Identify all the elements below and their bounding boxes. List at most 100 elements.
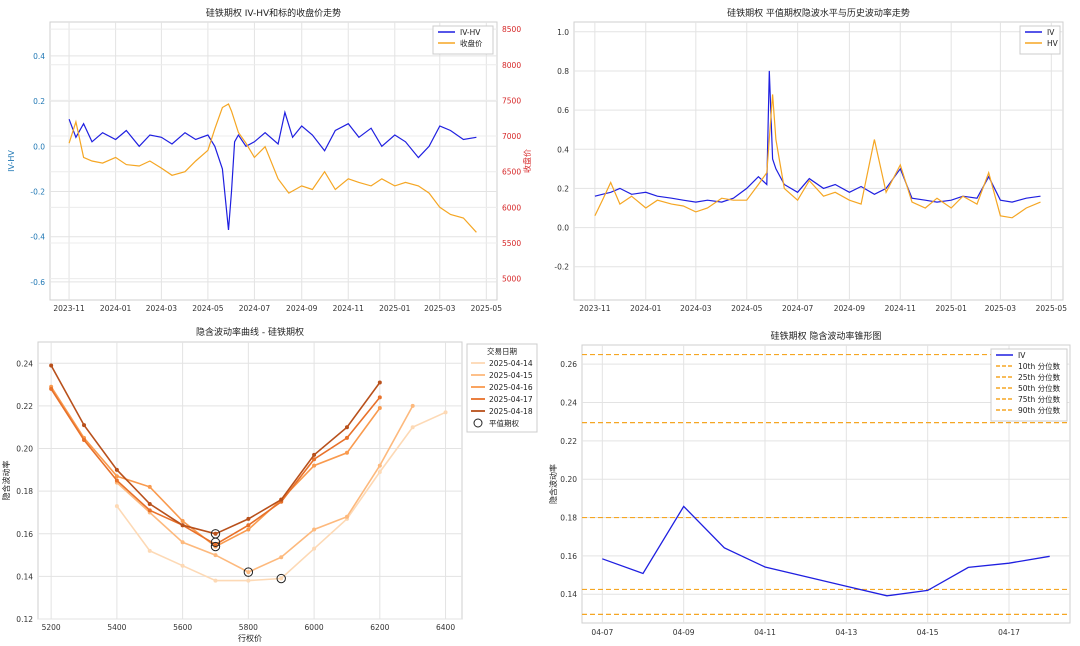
legend [432, 25, 494, 55]
y-tick-label-right: 7000 [502, 132, 521, 141]
smile-point [49, 386, 54, 391]
series-line [68, 103, 477, 233]
smile-point [147, 508, 152, 513]
y-tick-label-right: 5000 [502, 275, 521, 284]
y-tick-label: 0.12 [16, 615, 33, 624]
smile-point [312, 463, 317, 468]
x-tick-label: 04-17 [998, 628, 1020, 637]
y-tick-label-left: -0.2 [30, 188, 45, 197]
x-tick-label: 2025-05 [471, 304, 503, 313]
smile-point [279, 497, 284, 502]
y-axis-label: 隐含波动率 [548, 464, 558, 504]
y-tick-label: 0.18 [560, 514, 577, 523]
x-tick-label: 5600 [173, 623, 192, 632]
y-tick-label: 0.26 [560, 360, 577, 369]
legend-label: IV [1018, 351, 1026, 360]
legend-label: IV-HV [460, 28, 481, 37]
series-line [68, 110, 477, 230]
smile-point [377, 406, 382, 411]
x-tick-label: 2024-05 [192, 304, 224, 313]
smile-point [312, 457, 317, 462]
y-tick-label-right: 5500 [502, 239, 521, 248]
x-tick-label: 2024-03 [680, 304, 712, 313]
chart-title: 硅铁期权 平值期权隐波水平与历史波动率走势 [727, 7, 910, 19]
smile-point [114, 478, 119, 483]
x-tick-label: 5800 [239, 623, 258, 632]
x-tick-label: 2025-03 [424, 304, 456, 313]
y-tick-label: 0.14 [560, 590, 577, 599]
chart-title: 硅铁期权 IV-HV和标的收盘价走势 [206, 7, 341, 19]
x-tick-label: 2025-01 [936, 304, 968, 313]
smile-point [410, 403, 415, 408]
x-tick-label: 2024-01 [630, 304, 662, 313]
y-tick-label: -0.2 [554, 263, 569, 272]
smile-point [180, 518, 185, 523]
y-tick-label-right: 6000 [502, 203, 521, 212]
x-tick-label: 2025-03 [985, 304, 1017, 313]
smile-point [443, 410, 448, 415]
y-axis-label: 隐含波动率 [1, 461, 11, 501]
atm-marker [210, 529, 221, 539]
smile-point [377, 380, 382, 385]
legend [1019, 25, 1061, 55]
smile-point [246, 527, 251, 532]
y-tick-label-left: -0.6 [30, 278, 45, 287]
legend-title: 交易日期 [487, 346, 517, 356]
y-tick-label-left: 0.4 [33, 52, 45, 61]
x-tick-label: 04-07 [591, 628, 613, 637]
smile-point [147, 484, 152, 489]
smile-point [344, 450, 349, 455]
legend-label: IV [1047, 28, 1055, 37]
iv-hv-price-chart: 硅铁期权 IV-HV和标的收盘价走势 2023-11 2024-01 2024-03 2… [7, 7, 532, 313]
x-tick-label: 2024-09 [834, 304, 866, 313]
y-tick-label-right: 8500 [502, 25, 521, 34]
smile-point [114, 474, 119, 479]
x-tick-label: 04-11 [754, 628, 776, 637]
x-tick-label: 2024-07 [239, 304, 271, 313]
y-tick-label: 0.0 [557, 224, 569, 233]
x-tick-label: 2024-01 [100, 304, 132, 313]
atm-marker [276, 573, 286, 584]
y-tick-label: 0.18 [16, 487, 33, 496]
y-tick-label: 0.24 [560, 399, 577, 408]
smile-point [213, 531, 218, 536]
smile-point [82, 423, 87, 428]
x-tick-label: 04-13 [835, 628, 857, 637]
smile-point [312, 527, 317, 532]
y-tick-label: 0.8 [557, 67, 569, 76]
y-axis-label-left: IV-HV [7, 150, 16, 172]
plot-frame [581, 344, 1071, 624]
smile-point [114, 504, 119, 509]
x-tick-label: 6200 [370, 623, 389, 632]
x-tick-label: 6000 [305, 623, 324, 632]
plot-frame [37, 341, 463, 620]
x-tick-label: 2024-09 [286, 304, 318, 313]
smile-point [377, 395, 382, 400]
chart-title: 隐含波动率曲线 - 硅铁期权 [196, 326, 304, 338]
smile-point [246, 523, 251, 528]
y-tick-label: 0.4 [557, 145, 569, 154]
x-tick-label: 2023-11 [53, 304, 85, 313]
atm-marker [243, 567, 254, 577]
legend-label: 2025-04-16 [489, 383, 533, 392]
legend-label: 2025-04-15 [489, 371, 533, 380]
smile-point [279, 555, 284, 560]
y-tick-label: 0.22 [560, 437, 577, 446]
y-tick-label-left: 0.2 [33, 97, 45, 106]
iv-cone-chart: 硅铁期权 隐含波动率锥形图 04-07 04-09 04-11 04-13 04-15 04… [548, 330, 1071, 637]
smile-point [246, 578, 251, 583]
plot-frame [49, 21, 498, 301]
smile-point [180, 523, 185, 528]
y-tick-label: 0.2 [557, 184, 569, 193]
atm-marker [210, 541, 221, 552]
smile-point [279, 576, 284, 581]
smile-point [147, 501, 152, 506]
y-tick-label-right: 8000 [502, 61, 521, 70]
x-tick-label: 04-09 [673, 628, 695, 637]
legend [466, 343, 538, 433]
series-line [594, 70, 1041, 203]
x-tick-label: 2025-01 [379, 304, 411, 313]
x-tick-label: 04-15 [917, 628, 939, 637]
x-tick-label: 2025-05 [1036, 304, 1068, 313]
smile-point [312, 452, 317, 457]
